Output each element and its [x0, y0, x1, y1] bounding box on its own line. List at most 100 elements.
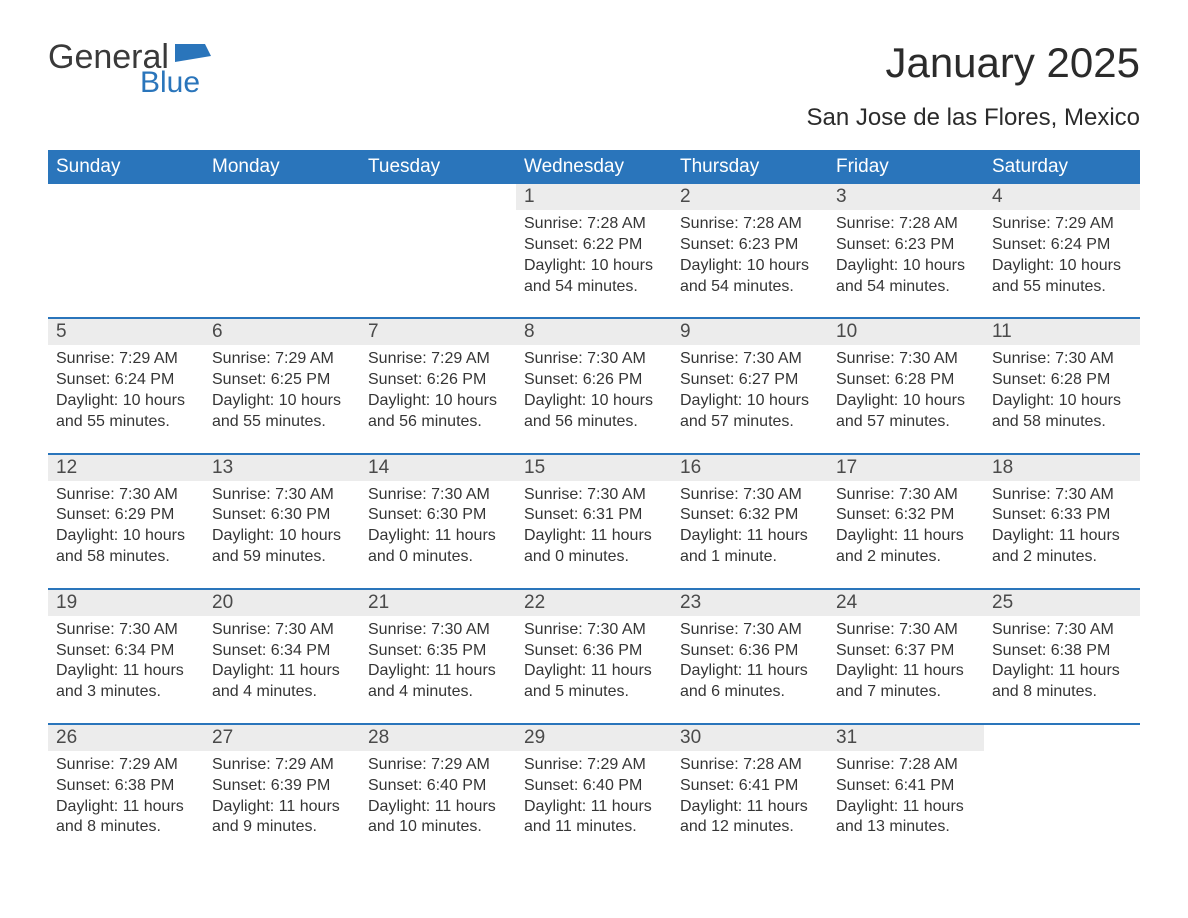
- day-detail-cell: Sunrise: 7:29 AMSunset: 6:38 PMDaylight:…: [48, 751, 204, 858]
- day-number-cell: 22: [516, 590, 672, 616]
- sunrise-text: Sunrise: 7:30 AM: [680, 485, 820, 506]
- day-number-cell: 16: [672, 455, 828, 481]
- daylight-text: Daylight: 10 hours and 58 minutes.: [56, 526, 196, 568]
- day-number-cell: 14: [360, 455, 516, 481]
- daylight-text: Daylight: 11 hours and 13 minutes.: [836, 797, 976, 839]
- daylight-text: Daylight: 11 hours and 7 minutes.: [836, 661, 976, 703]
- sunset-text: Sunset: 6:33 PM: [992, 505, 1132, 526]
- daylight-text: Daylight: 10 hours and 55 minutes.: [56, 391, 196, 433]
- sunset-text: Sunset: 6:37 PM: [836, 641, 976, 662]
- day-number-cell: 28: [360, 725, 516, 751]
- weekday-header: Wednesday: [516, 150, 672, 184]
- day-detail-row: Sunrise: 7:30 AMSunset: 6:34 PMDaylight:…: [48, 616, 1140, 724]
- day-number-cell: 27: [204, 725, 360, 751]
- day-number-cell: 29: [516, 725, 672, 751]
- day-detail-cell: [48, 210, 204, 318]
- daylight-text: Daylight: 11 hours and 12 minutes.: [680, 797, 820, 839]
- sunrise-text: Sunrise: 7:29 AM: [368, 349, 508, 370]
- day-detail-cell: Sunrise: 7:28 AMSunset: 6:41 PMDaylight:…: [672, 751, 828, 858]
- calendar-page: General Blue January 2025 San Jose de la…: [0, 0, 1188, 898]
- sunset-text: Sunset: 6:24 PM: [56, 370, 196, 391]
- day-number-cell: 21: [360, 590, 516, 616]
- day-number-cell: 26: [48, 725, 204, 751]
- daylight-text: Daylight: 10 hours and 54 minutes.: [524, 256, 664, 298]
- day-number-cell: 17: [828, 455, 984, 481]
- sunrise-text: Sunrise: 7:30 AM: [680, 349, 820, 370]
- day-detail-cell: Sunrise: 7:30 AMSunset: 6:32 PMDaylight:…: [828, 481, 984, 589]
- day-number-row: 1234: [48, 184, 1140, 210]
- daylight-text: Daylight: 10 hours and 59 minutes.: [212, 526, 352, 568]
- sunrise-text: Sunrise: 7:28 AM: [680, 214, 820, 235]
- daylight-text: Daylight: 11 hours and 8 minutes.: [56, 797, 196, 839]
- sunset-text: Sunset: 6:24 PM: [992, 235, 1132, 256]
- day-number-cell: 30: [672, 725, 828, 751]
- sunset-text: Sunset: 6:30 PM: [212, 505, 352, 526]
- day-detail-row: Sunrise: 7:30 AMSunset: 6:29 PMDaylight:…: [48, 481, 1140, 589]
- day-detail-cell: [360, 210, 516, 318]
- day-number-row: 12131415161718: [48, 455, 1140, 481]
- daylight-text: Daylight: 10 hours and 58 minutes.: [992, 391, 1132, 433]
- day-number-cell: 12: [48, 455, 204, 481]
- daylight-text: Daylight: 11 hours and 3 minutes.: [56, 661, 196, 703]
- sunrise-text: Sunrise: 7:29 AM: [992, 214, 1132, 235]
- day-detail-row: Sunrise: 7:29 AMSunset: 6:24 PMDaylight:…: [48, 345, 1140, 453]
- day-number-cell: [984, 725, 1140, 751]
- day-number-cell: 24: [828, 590, 984, 616]
- daylight-text: Daylight: 10 hours and 54 minutes.: [836, 256, 976, 298]
- sunset-text: Sunset: 6:38 PM: [992, 641, 1132, 662]
- sunset-text: Sunset: 6:34 PM: [56, 641, 196, 662]
- page-header: General Blue January 2025 San Jose de la…: [48, 40, 1140, 132]
- sunrise-text: Sunrise: 7:30 AM: [992, 485, 1132, 506]
- sunrise-text: Sunrise: 7:29 AM: [368, 755, 508, 776]
- sunrise-text: Sunrise: 7:30 AM: [368, 485, 508, 506]
- day-detail-cell: Sunrise: 7:30 AMSunset: 6:31 PMDaylight:…: [516, 481, 672, 589]
- weekday-header: Thursday: [672, 150, 828, 184]
- day-number-row: 567891011: [48, 319, 1140, 345]
- sunset-text: Sunset: 6:29 PM: [56, 505, 196, 526]
- day-number-cell: 13: [204, 455, 360, 481]
- sunset-text: Sunset: 6:26 PM: [368, 370, 508, 391]
- daylight-text: Daylight: 11 hours and 4 minutes.: [368, 661, 508, 703]
- sunset-text: Sunset: 6:40 PM: [524, 776, 664, 797]
- day-detail-cell: Sunrise: 7:30 AMSunset: 6:27 PMDaylight:…: [672, 345, 828, 453]
- day-detail-cell: Sunrise: 7:28 AMSunset: 6:23 PMDaylight:…: [672, 210, 828, 318]
- daylight-text: Daylight: 11 hours and 10 minutes.: [368, 797, 508, 839]
- subtitle-location: San Jose de las Flores, Mexico: [807, 104, 1140, 132]
- day-detail-cell: Sunrise: 7:30 AMSunset: 6:37 PMDaylight:…: [828, 616, 984, 724]
- title-block: January 2025 San Jose de las Flores, Mex…: [807, 40, 1140, 132]
- day-detail-cell: Sunrise: 7:28 AMSunset: 6:23 PMDaylight:…: [828, 210, 984, 318]
- day-detail-cell: Sunrise: 7:30 AMSunset: 6:34 PMDaylight:…: [204, 616, 360, 724]
- sunset-text: Sunset: 6:23 PM: [680, 235, 820, 256]
- day-detail-row: Sunrise: 7:29 AMSunset: 6:38 PMDaylight:…: [48, 751, 1140, 858]
- day-number-cell: 19: [48, 590, 204, 616]
- daylight-text: Daylight: 11 hours and 9 minutes.: [212, 797, 352, 839]
- sunset-text: Sunset: 6:22 PM: [524, 235, 664, 256]
- daylight-text: Daylight: 10 hours and 56 minutes.: [524, 391, 664, 433]
- day-number-cell: 2: [672, 184, 828, 210]
- day-detail-cell: Sunrise: 7:30 AMSunset: 6:38 PMDaylight:…: [984, 616, 1140, 724]
- day-detail-cell: Sunrise: 7:30 AMSunset: 6:35 PMDaylight:…: [360, 616, 516, 724]
- day-detail-cell: Sunrise: 7:29 AMSunset: 6:25 PMDaylight:…: [204, 345, 360, 453]
- daylight-text: Daylight: 11 hours and 5 minutes.: [524, 661, 664, 703]
- day-detail-cell: Sunrise: 7:30 AMSunset: 6:28 PMDaylight:…: [984, 345, 1140, 453]
- day-number-cell: 10: [828, 319, 984, 345]
- sunset-text: Sunset: 6:32 PM: [680, 505, 820, 526]
- day-number-cell: 20: [204, 590, 360, 616]
- sunrise-text: Sunrise: 7:30 AM: [680, 620, 820, 641]
- weekday-header: Monday: [204, 150, 360, 184]
- sunrise-text: Sunrise: 7:28 AM: [680, 755, 820, 776]
- daylight-text: Daylight: 10 hours and 57 minutes.: [836, 391, 976, 433]
- daylight-text: Daylight: 11 hours and 8 minutes.: [992, 661, 1132, 703]
- sunset-text: Sunset: 6:40 PM: [368, 776, 508, 797]
- day-number-cell: 31: [828, 725, 984, 751]
- sunrise-text: Sunrise: 7:29 AM: [524, 755, 664, 776]
- day-detail-cell: Sunrise: 7:30 AMSunset: 6:26 PMDaylight:…: [516, 345, 672, 453]
- day-detail-cell: Sunrise: 7:28 AMSunset: 6:41 PMDaylight:…: [828, 751, 984, 858]
- sunset-text: Sunset: 6:34 PM: [212, 641, 352, 662]
- day-detail-cell: Sunrise: 7:30 AMSunset: 6:32 PMDaylight:…: [672, 481, 828, 589]
- day-detail-cell: Sunrise: 7:29 AMSunset: 6:26 PMDaylight:…: [360, 345, 516, 453]
- daylight-text: Daylight: 11 hours and 1 minute.: [680, 526, 820, 568]
- sunrise-text: Sunrise: 7:28 AM: [524, 214, 664, 235]
- day-detail-cell: Sunrise: 7:30 AMSunset: 6:36 PMDaylight:…: [672, 616, 828, 724]
- logo: General Blue: [48, 40, 211, 98]
